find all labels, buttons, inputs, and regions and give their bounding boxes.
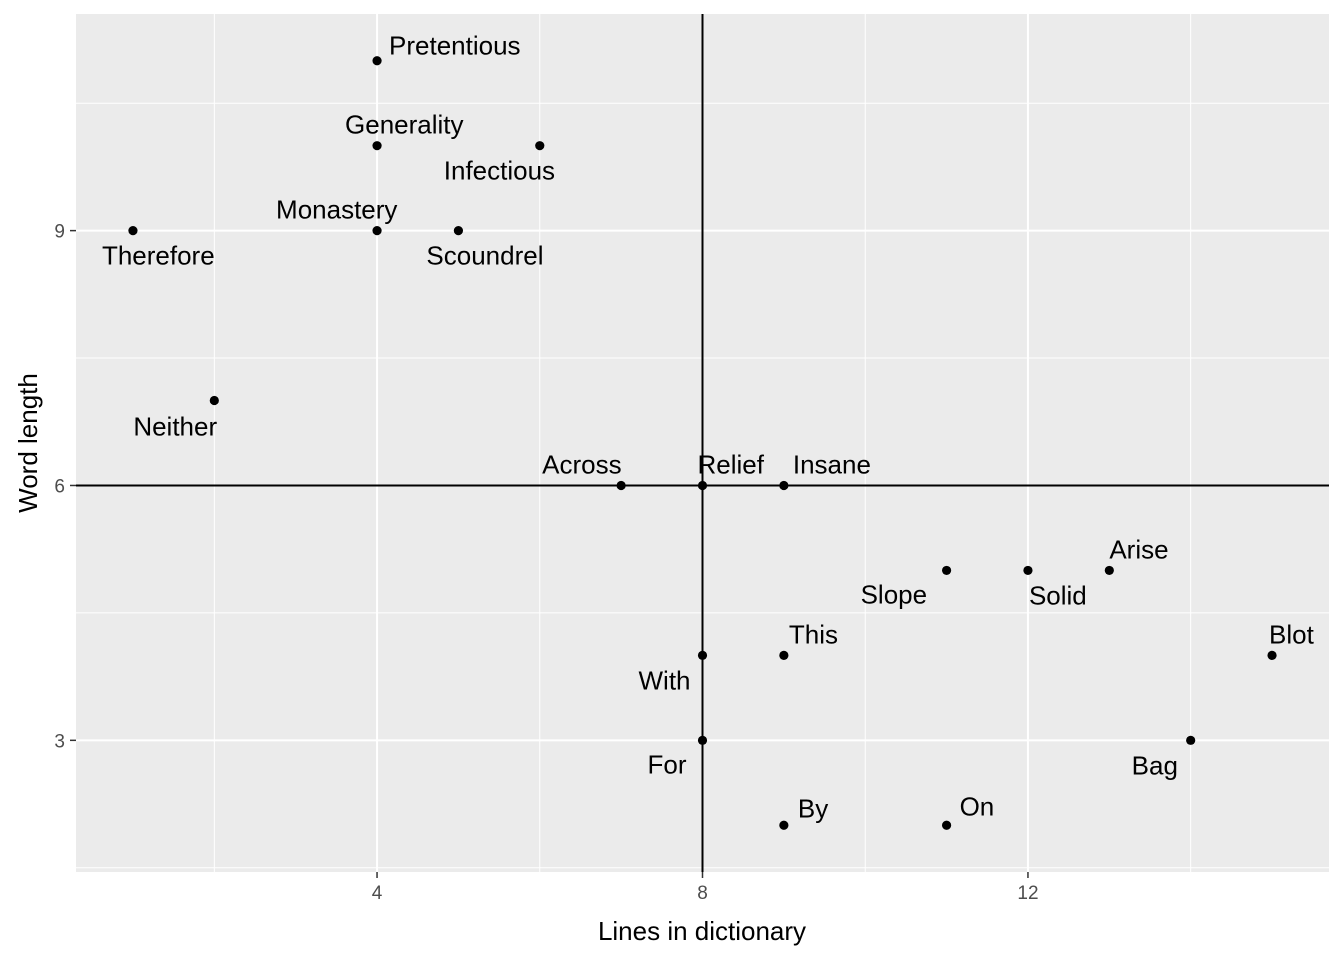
- data-point: [941, 565, 952, 576]
- point-label: This: [789, 619, 838, 649]
- y-tick-label: 3: [54, 731, 65, 752]
- point-label: Monastery: [276, 195, 397, 225]
- point-label: By: [798, 793, 828, 823]
- data-point: [1267, 650, 1277, 660]
- point-label: Slope: [861, 579, 928, 609]
- y-tick-label: 6: [54, 476, 65, 497]
- data-point: [1186, 735, 1196, 745]
- data-point: [209, 395, 219, 406]
- data-point: [616, 480, 626, 491]
- data-point: [1023, 565, 1033, 576]
- point-label: Insane: [793, 449, 871, 479]
- x-axis-title: Lines in dictionary: [598, 916, 806, 946]
- data-point: [1104, 565, 1114, 576]
- data-points: [128, 56, 1277, 830]
- data-point: [941, 820, 952, 830]
- data-point: [779, 480, 789, 491]
- point-label: Therefore: [102, 241, 215, 271]
- point-label: Blot: [1269, 619, 1315, 649]
- x-axis-ticks: 4 8 12: [372, 872, 1039, 904]
- y-axis-title: Word length: [13, 373, 43, 513]
- point-label: Across: [542, 449, 621, 479]
- x-tick-label: 4: [372, 883, 383, 904]
- point-label: On: [960, 791, 995, 821]
- point-label: Scoundrel: [426, 241, 543, 271]
- data-point: [535, 141, 545, 151]
- data-point: [453, 226, 464, 236]
- point-label: Infectious: [444, 156, 555, 186]
- data-point: [372, 141, 382, 151]
- data-point: [372, 226, 382, 236]
- y-axis-ticks: 3 6 9: [54, 222, 76, 752]
- data-point: [128, 226, 138, 236]
- point-label: Pretentious: [389, 31, 521, 61]
- x-tick-label: 8: [697, 883, 708, 904]
- point-label: Bag: [1132, 750, 1178, 780]
- data-point: [697, 480, 708, 491]
- point-label: With: [639, 665, 691, 695]
- point-label: Generality: [345, 110, 464, 140]
- point-label: Arise: [1109, 534, 1168, 564]
- point-label: Relief: [698, 449, 765, 479]
- point-label: Neither: [133, 412, 217, 442]
- data-point: [779, 820, 789, 830]
- x-tick-label: 12: [1017, 883, 1038, 904]
- point-label: Solid: [1029, 580, 1087, 610]
- data-point: [697, 650, 708, 660]
- data-point: [697, 735, 708, 745]
- data-point: [779, 650, 789, 660]
- data-point: [372, 56, 382, 66]
- y-tick-label: 9: [54, 222, 65, 243]
- point-labels: Pretentious Generality Infectious Monastery…: [102, 31, 1315, 824]
- point-label: For: [648, 749, 687, 779]
